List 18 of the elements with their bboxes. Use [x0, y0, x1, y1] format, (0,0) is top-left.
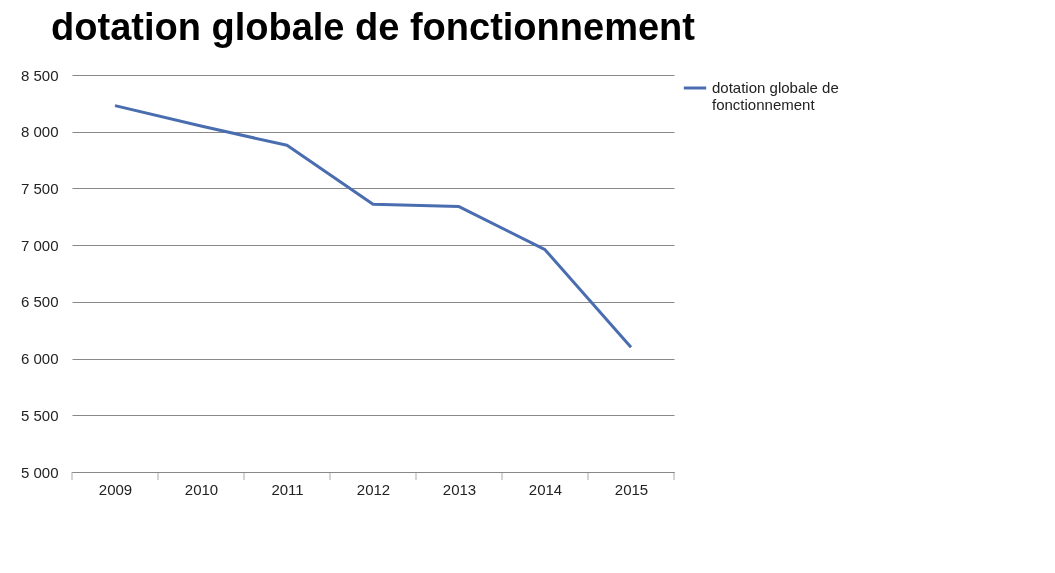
x-tick-label: 2013	[442, 480, 477, 498]
y-tick-label: 8 000	[20, 123, 59, 141]
legend-label: dotation globale de fonctionnement	[712, 79, 839, 113]
y-tick-label: 6 500	[20, 293, 59, 311]
x-tick-label: 2015	[614, 480, 649, 498]
y-tick-label: 5 500	[20, 406, 59, 424]
y-tick-label: 6 000	[20, 350, 59, 368]
y-tick-label: 8 500	[20, 66, 59, 84]
line-series	[113, 104, 633, 349]
x-tick-label: 2014	[528, 480, 563, 498]
x-tick-label: 2011	[271, 480, 304, 498]
y-tick-label: 5 000	[20, 463, 59, 481]
x-tick-label: 2012	[356, 480, 391, 498]
x-tick-label: 2010	[184, 480, 219, 498]
y-tick-label: 7 500	[20, 179, 59, 197]
chart-title: dotation globale de fonctionnement	[51, 6, 696, 48]
y-tick-label: 7 000	[20, 236, 59, 254]
x-tick-label: 2009	[98, 480, 133, 498]
